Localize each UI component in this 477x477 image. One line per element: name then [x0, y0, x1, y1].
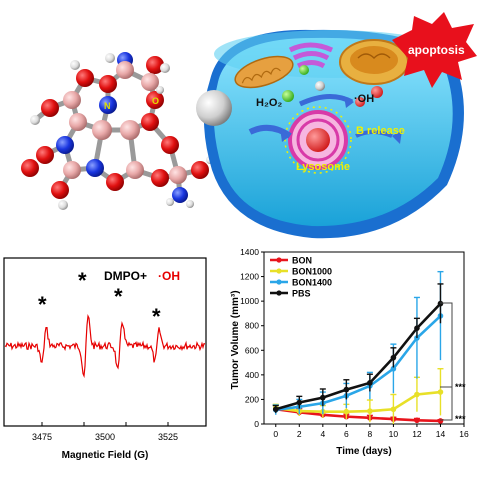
y-tick-label: 800 [245, 321, 259, 331]
lysosome-label: Lysosome [296, 161, 350, 173]
y-tick-label: 1200 [240, 272, 259, 282]
particle [355, 97, 365, 107]
mitochondrion [234, 55, 294, 89]
particle [282, 90, 294, 102]
x-tick-label: 12 [412, 429, 422, 439]
series-pbs [272, 283, 444, 413]
series-line [275, 407, 441, 423]
apoptosis-label: apoptosis [408, 43, 465, 57]
arrow-head [392, 130, 402, 144]
data-point [272, 406, 279, 413]
data-point [390, 406, 397, 413]
legend-marker [276, 268, 282, 274]
data-point [414, 391, 420, 398]
peak-marker: * [114, 284, 123, 309]
epr-x-tick: 3525 [158, 432, 178, 442]
x-tick-label: 8 [368, 429, 373, 439]
cell-schematic: apoptosis H₂O₂ ·OH B release Lysosome [196, 12, 477, 239]
data-point [437, 389, 444, 395]
legend-label: BON1000 [292, 267, 332, 277]
arrow [355, 130, 393, 138]
apoptosis-burst [392, 12, 477, 88]
x-tick-label: 10 [389, 429, 399, 439]
x-tick-label: 2 [297, 429, 302, 439]
atom-label-o: O [152, 96, 159, 106]
arrow-head [344, 96, 354, 108]
y-tick-label: 600 [245, 345, 259, 355]
x-axis-label: Time (days) [336, 446, 391, 457]
epr-title-prefix: DMPO+ [104, 269, 147, 283]
series-line [275, 390, 441, 414]
x-tick-label: 0 [273, 429, 278, 439]
legend-marker [276, 257, 282, 263]
y-axis-label: Tumor Volume (mm³) [230, 290, 241, 389]
oh-label: ·OH [354, 93, 374, 105]
b-release-label: B release [356, 125, 405, 137]
epr-x-tick: 3475 [32, 432, 52, 442]
data-point [390, 365, 397, 372]
data-point [343, 408, 350, 415]
epr-xlabel: Magnetic Field (G) [62, 450, 149, 461]
x-tick-label: 6 [344, 429, 349, 439]
x-tick-label: 4 [320, 429, 325, 439]
data-point [414, 417, 420, 424]
particle [371, 86, 383, 98]
arrow-head [280, 128, 290, 142]
y-tick-label: 1000 [240, 296, 259, 306]
data-point [296, 399, 303, 406]
legend-label: PBS [292, 289, 311, 299]
data-point [437, 300, 444, 307]
data-point [390, 354, 397, 361]
atoms: N O [21, 52, 214, 210]
legend-label: BON [292, 256, 312, 266]
y-tick-label: 400 [245, 370, 259, 380]
x-tick-label: 16 [459, 429, 469, 439]
series-line [275, 302, 442, 411]
epr-frame [3, 257, 207, 427]
h2o2-label: H₂O₂ [256, 97, 282, 109]
y-tick-label: 0 [254, 419, 259, 429]
y-tick-label: 1400 [240, 247, 259, 257]
y-tick-label: 200 [245, 394, 259, 404]
peak-marker: * [78, 268, 87, 293]
legend-label: BON1400 [292, 278, 332, 288]
x-tick-label: 14 [436, 429, 446, 439]
legend-marker [276, 279, 282, 285]
particle [315, 81, 325, 91]
epr-spectrum: DMPO+ ·OH * * * * 3475 3500 3525 Magneti… [3, 257, 207, 461]
epr-x-tick: 3500 [95, 432, 115, 442]
golgi [288, 42, 334, 69]
series-line [275, 314, 442, 412]
data-point [367, 408, 373, 414]
significance-annotation: *** [455, 382, 466, 392]
peak-marker: * [152, 304, 161, 329]
lysosome [284, 106, 352, 174]
peak-marker: * [38, 292, 47, 317]
nanosheet-particle [196, 90, 232, 126]
epr-trace [4, 313, 206, 379]
atom-label-n: N [104, 101, 111, 111]
particle [299, 65, 309, 75]
significance-brackets [440, 302, 453, 421]
data-point [437, 418, 444, 424]
significance-annotation: *** [455, 414, 466, 424]
plot-frame [263, 251, 465, 425]
data-point [367, 380, 373, 386]
data-point [343, 386, 350, 393]
epr-title-suffix: ·OH [158, 269, 180, 283]
data-point [320, 394, 326, 401]
nucleus [339, 39, 409, 85]
data-point [414, 325, 420, 331]
legend-marker [276, 290, 282, 296]
molecule-structure: N O [21, 52, 214, 210]
